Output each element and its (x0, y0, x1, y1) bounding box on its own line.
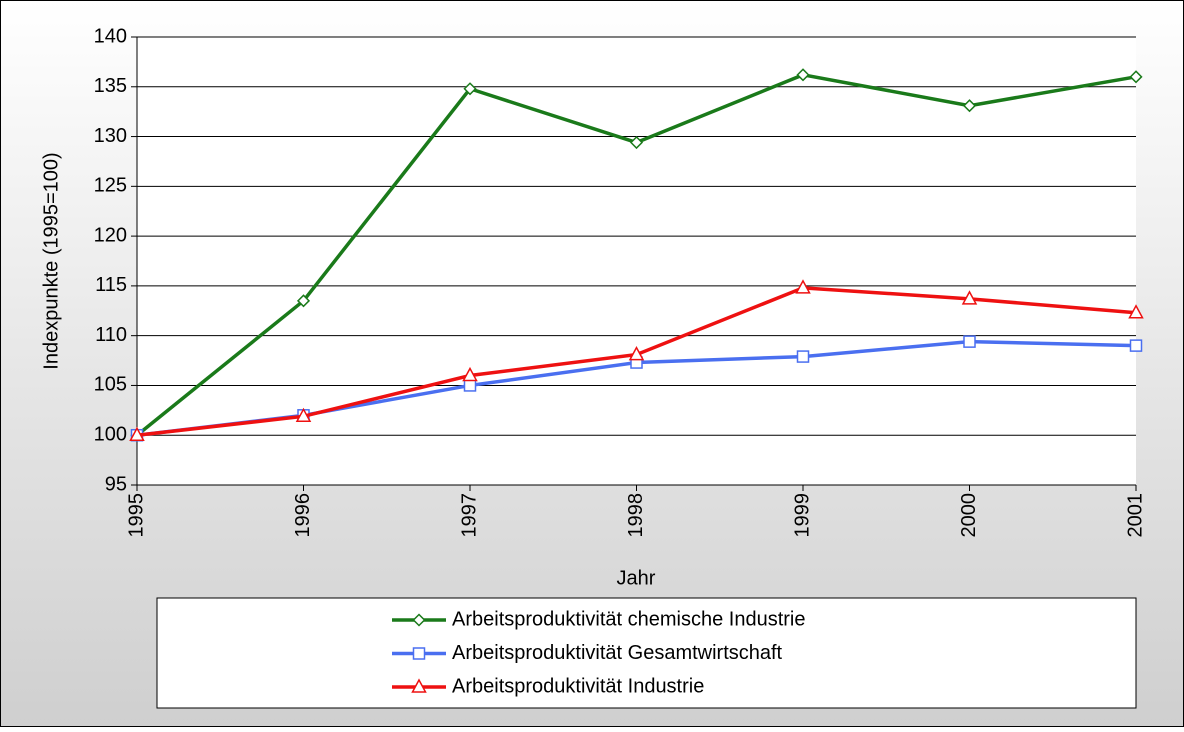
y-tick-label: 110 (95, 324, 127, 346)
marker (462, 366, 478, 382)
marker (411, 678, 427, 693)
y-axis-title: Indexpunkte (1995=100) (40, 152, 62, 369)
marker (412, 647, 426, 660)
x-axis-title: Jahr (617, 567, 656, 589)
marker (463, 82, 477, 96)
marker (295, 407, 312, 423)
marker (796, 350, 810, 363)
marker (961, 290, 978, 305)
y-tick-label: 95 (105, 473, 127, 495)
legend-box (156, 597, 1137, 709)
x-tick-label: 2000 (958, 493, 980, 538)
y-tick-label: 130 (94, 125, 127, 147)
marker (129, 426, 145, 441)
marker (628, 346, 645, 361)
legend-label: Arbeitsproduktivität chemische Industrie (452, 608, 806, 630)
marker (962, 99, 977, 113)
marker (796, 68, 810, 82)
x-tick-label: 1996 (292, 493, 314, 538)
marker (963, 335, 976, 348)
y-tick-label: 105 (94, 374, 127, 396)
marker (296, 294, 311, 308)
y-tick-label: 135 (94, 75, 127, 97)
x-tick-label: 1995 (125, 493, 147, 538)
marker (412, 613, 426, 627)
x-tick-label: 1997 (458, 493, 480, 538)
y-tick-label: 140 (94, 25, 127, 47)
legend-label: Arbeitsproduktivität Industrie (452, 675, 704, 697)
marker (1129, 339, 1143, 352)
marker (1129, 70, 1143, 84)
legend-label: Arbeitsproduktivität Gesamtwirtschaft (452, 642, 783, 664)
y-tick-label: 100 (94, 424, 127, 446)
y-tick-label: 115 (95, 274, 127, 296)
marker (1128, 304, 1144, 319)
x-tick-label: 2001 (1124, 493, 1146, 538)
y-tick-label: 120 (94, 224, 127, 246)
marker (463, 379, 477, 392)
marker (795, 279, 811, 294)
marker (629, 135, 644, 150)
x-tick-label: 1999 (791, 493, 813, 538)
x-tick-label: 1998 (625, 493, 647, 538)
y-tick-label: 125 (94, 175, 127, 197)
